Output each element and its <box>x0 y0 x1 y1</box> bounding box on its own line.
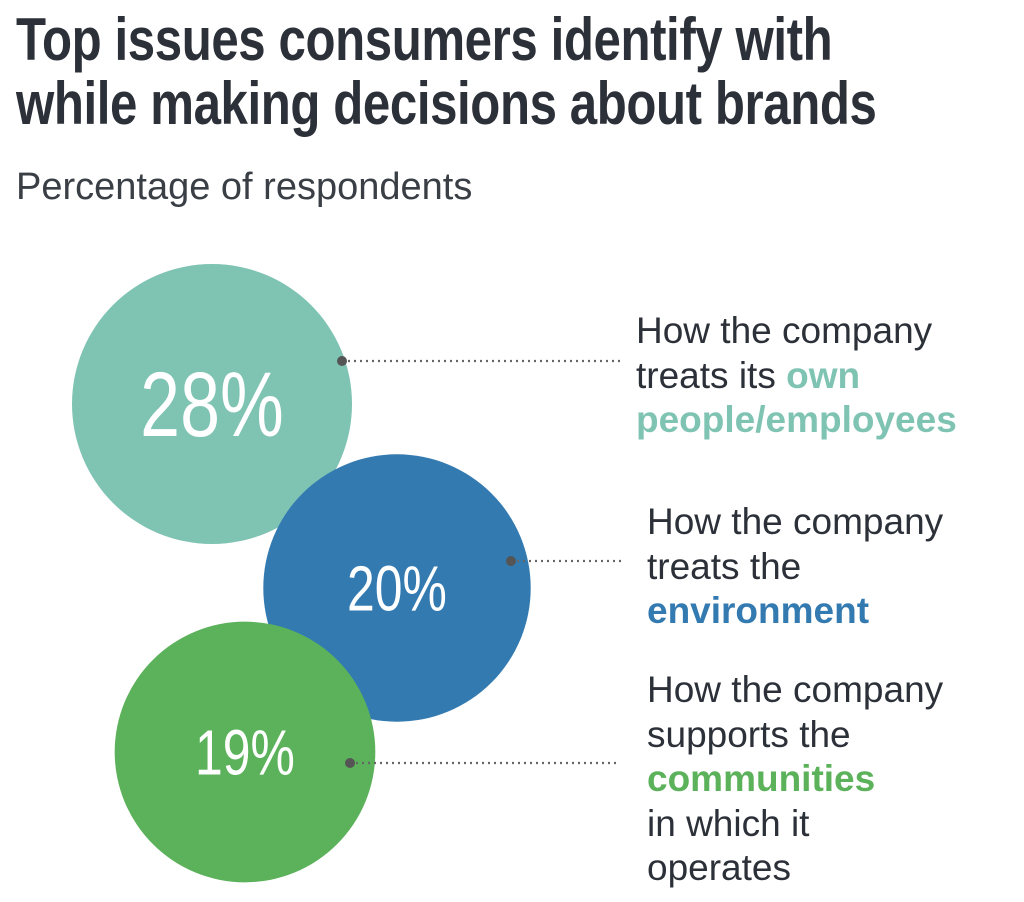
bubble-28 <box>72 264 352 544</box>
label-highlight: communities <box>647 758 876 799</box>
label-highlight: people/employees <box>636 399 957 440</box>
label-line: people/employees <box>636 398 957 443</box>
label-line: How the company <box>636 309 957 354</box>
label-line: operates <box>647 846 943 891</box>
bubble-19 <box>114 621 376 883</box>
label-line: treats its own <box>636 354 957 399</box>
leader-dot <box>337 356 347 366</box>
label-line: supports the <box>647 713 943 758</box>
leader-dot <box>345 758 355 768</box>
label-line: How the company <box>647 500 943 545</box>
leader-dot <box>506 556 516 566</box>
label-line: communities <box>647 757 943 802</box>
label-line: treats the <box>647 545 943 590</box>
bubble-value-label: 28% <box>140 354 284 457</box>
label-text: in which it <box>647 802 810 844</box>
label-line: How the company <box>647 668 943 713</box>
label-text: treats the <box>647 545 802 587</box>
bubble-label: How the company treats the environment <box>647 500 943 634</box>
bubble-value-label: 19% <box>195 718 295 789</box>
label-line: environment <box>647 589 943 634</box>
label-text: supports the <box>647 713 851 755</box>
bubble-value-label: 20% <box>347 554 447 625</box>
label-text: treats its <box>636 354 787 396</box>
title-line-1: Top issues consumers identify with <box>16 6 833 73</box>
title-line-2: while making decisions about brands <box>16 70 877 137</box>
label-text: How the company <box>636 310 933 351</box>
label-highlight: environment <box>647 590 870 631</box>
chart-subtitle: Percentage of respondents <box>16 166 473 208</box>
bubble-label: How the company treats its own people/empl… <box>636 309 957 443</box>
label-text: operates <box>647 847 791 888</box>
label-text: How the company <box>647 501 944 542</box>
label-text: How the company <box>647 669 944 710</box>
chart-title: Top issues consumers identify with while… <box>16 6 877 137</box>
label-line: in which it <box>647 802 943 847</box>
bubble-label: How the company supports the communities in… <box>647 668 943 891</box>
label-highlight: own <box>786 354 861 396</box>
